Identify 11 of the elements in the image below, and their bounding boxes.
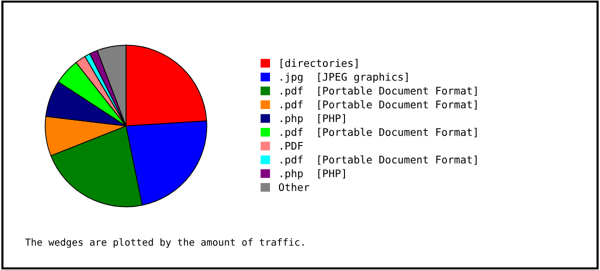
legend-label: .pdf [Portable Document Format] [280, 155, 477, 166]
legend-label: Other [278, 183, 310, 192]
legend-label: .pdf [Portable Document Format] [280, 86, 477, 97]
legend-label: [directories] [280, 58, 358, 68]
legend-label: .PDF [280, 142, 303, 150]
legend-label: .pdf [Portable Document Format] [280, 128, 477, 138]
text: The wedges are plotted by the amount of traffic. [25, 238, 304, 248]
legend-label: .jpg [JPEG graphics] [280, 72, 408, 83]
legend-label: .pdf [Portable Document Format] [280, 100, 477, 110]
legend-label: .php [PHP] [280, 114, 345, 124]
legend-label: .php [PHP] [280, 169, 345, 180]
